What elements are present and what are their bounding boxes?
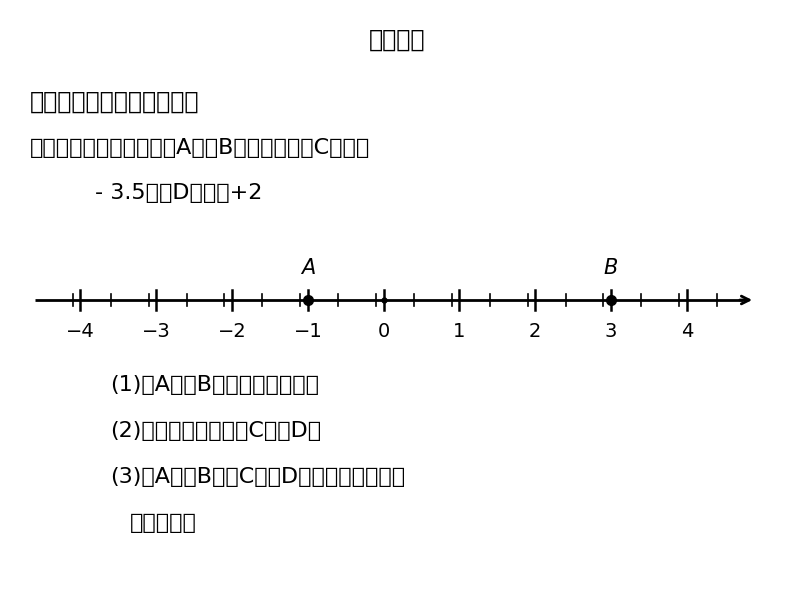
Text: 3: 3 [605,322,617,341]
Text: (3)点A，点B，点C，点D所表示的数中，哪: (3)点A，点B，点C，点D所表示的数中，哪 [110,467,405,487]
Text: −4: −4 [66,322,94,341]
Text: 4: 4 [680,322,693,341]
Text: −1: −1 [294,322,322,341]
Text: - 3.5，点D表示：+2: - 3.5，点D表示：+2 [95,183,262,203]
Text: B: B [603,258,619,278]
Text: (1)点A，点B分别表示什么数；: (1)点A，点B分别表示什么数； [110,375,319,395]
Text: −2: −2 [218,322,246,341]
Text: A: A [301,258,315,278]
Text: 0: 0 [377,322,390,341]
Text: (2)在数轴上表示出点C和点D；: (2)在数轴上表示出点C和点D； [110,421,321,441]
Text: 2: 2 [529,322,542,341]
Text: 课堂导学: 课堂导学 [368,28,426,52]
Text: 【例题】如下图所示，点A，点B在数轴上，点C表示：: 【例题】如下图所示，点A，点B在数轴上，点C表示： [30,138,370,158]
Text: 知识点：数轴的概念及画法: 知识点：数轴的概念及画法 [30,90,199,114]
Text: 1: 1 [453,322,465,341]
Text: −3: −3 [142,322,171,341]
Text: 些是负数．: 些是负数． [130,513,197,533]
